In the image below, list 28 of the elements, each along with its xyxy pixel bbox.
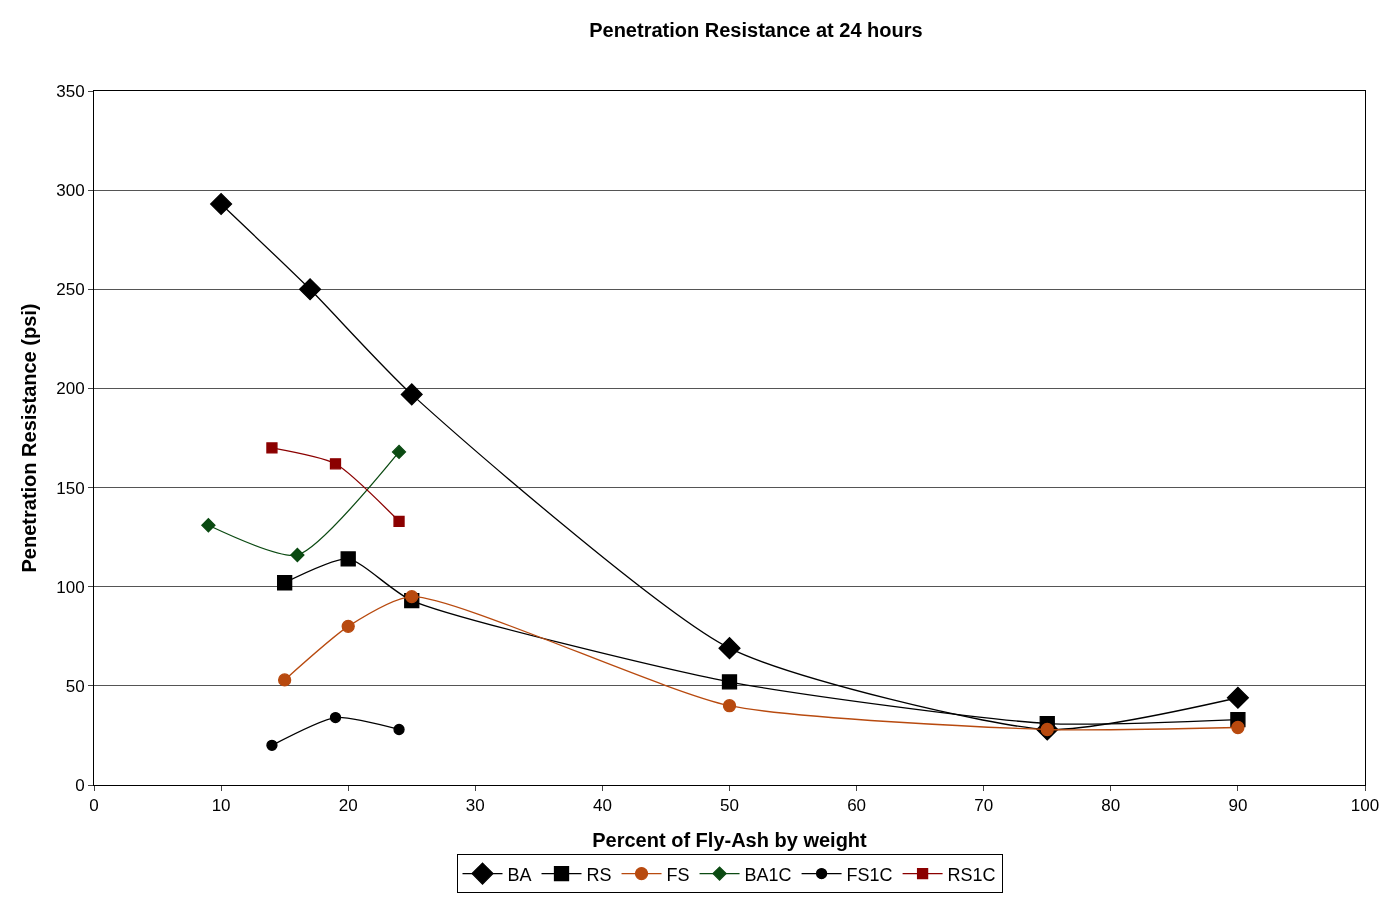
legend-label: BA [507,864,532,885]
x-tick-label: 80 [1101,796,1121,816]
legend-label: BA1C [744,864,792,885]
x-tick-label: 50 [720,796,739,816]
x-axis-title: Percent of Fly-Ash by weight [592,828,868,851]
x-tick-label: 60 [847,796,867,816]
y-tick-label: 100 [56,577,85,597]
y-tick-label: 0 [75,775,85,795]
chart-title: Penetration Resistance at 24 hours [589,18,923,41]
y-tick-label: 300 [56,181,85,201]
x-tick-label: 30 [465,796,485,816]
x-tick-label: 100 [1350,796,1380,816]
x-tick-label: 90 [1228,796,1248,816]
y-tick-label: 250 [56,280,85,300]
legend-label: RS1C [947,864,996,885]
x-tick-label: 0 [89,796,99,816]
y-tick-label: 50 [65,676,85,696]
x-tick-label: 10 [211,796,231,816]
y-tick-label: 200 [56,379,85,399]
legend-label: FS [666,864,690,885]
legend-label: RS [586,864,612,885]
legend-label: FS1C [846,864,893,885]
x-tick-label: 70 [974,796,994,816]
y-tick-label: 350 [56,81,85,101]
y-axis-title: Penetration Resistance (psi) [17,303,40,573]
y-tick-label: 150 [56,478,85,498]
x-tick-label: 20 [338,796,358,816]
x-tick-label: 40 [592,796,612,816]
